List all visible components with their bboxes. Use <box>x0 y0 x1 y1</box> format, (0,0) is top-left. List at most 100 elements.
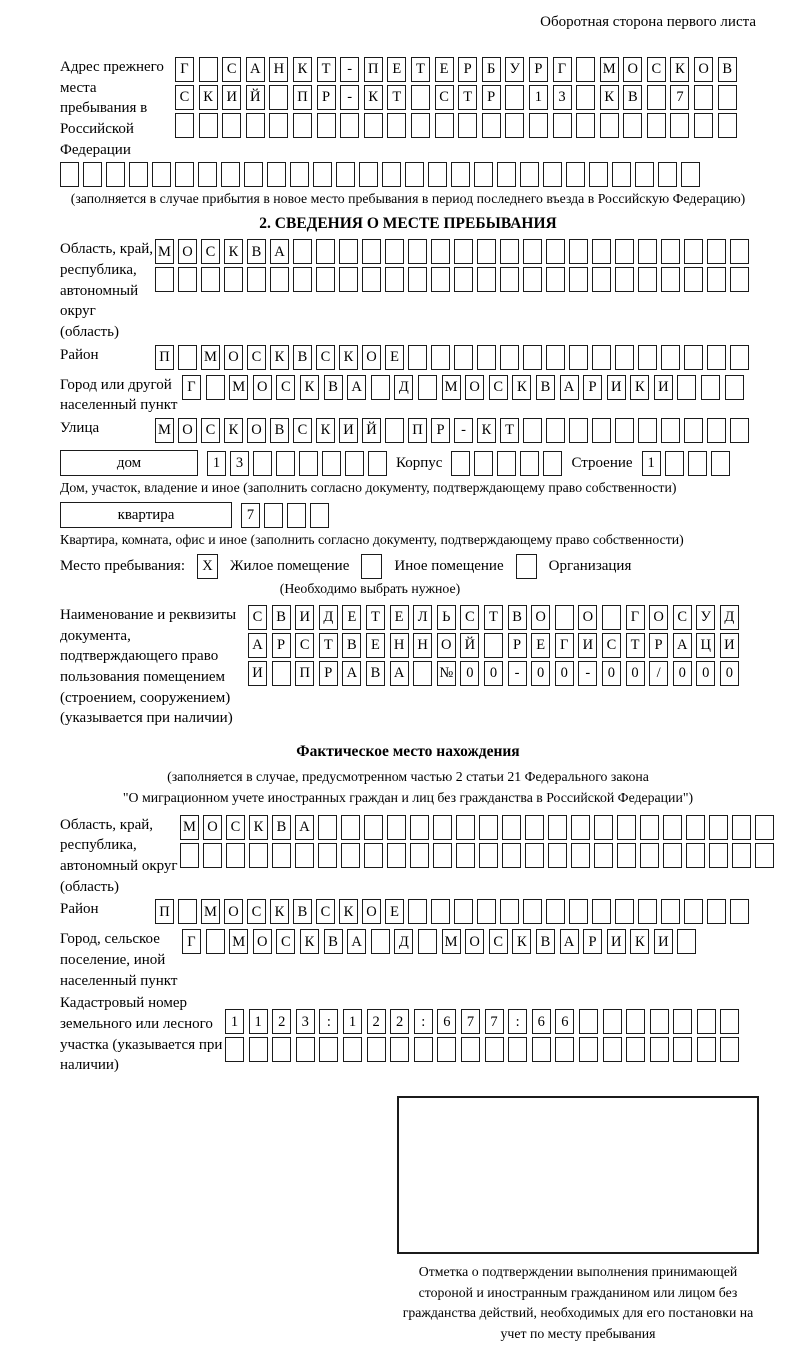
char-cell[interactable] <box>684 239 703 265</box>
char-cell[interactable] <box>129 162 148 188</box>
char-cell[interactable] <box>649 1009 669 1035</box>
char-cell[interactable]: - <box>454 418 473 444</box>
char-cell[interactable] <box>433 842 452 868</box>
char-cell[interactable]: Р <box>481 85 501 110</box>
char-cell[interactable]: П <box>155 344 174 370</box>
char-cell[interactable] <box>548 842 567 868</box>
char-cell[interactable] <box>410 85 430 110</box>
char-cell[interactable] <box>684 418 703 444</box>
char-cell[interactable]: С <box>295 633 315 659</box>
char-cell[interactable]: О <box>203 814 222 840</box>
char-cell[interactable]: Л <box>413 605 433 631</box>
char-cell[interactable]: 0 <box>460 661 480 687</box>
char-cell[interactable]: А <box>559 929 579 955</box>
char-cell[interactable]: С <box>248 605 267 631</box>
char-cell[interactable] <box>615 344 634 370</box>
char-cell[interactable] <box>686 842 705 868</box>
char-cell[interactable] <box>684 344 703 370</box>
char-cell[interactable]: Ц <box>696 633 716 659</box>
char-cell[interactable] <box>408 344 427 370</box>
char-cell[interactable]: О <box>531 605 551 631</box>
char-cell[interactable]: Р <box>583 929 603 955</box>
char-cell[interactable] <box>528 113 548 138</box>
char-cell[interactable] <box>500 267 519 293</box>
char-cell[interactable] <box>732 814 751 840</box>
char-cell[interactable] <box>615 239 634 265</box>
char-cell[interactable]: Р <box>318 661 338 687</box>
char-cell[interactable]: С <box>293 418 312 444</box>
char-cell[interactable]: 2 <box>366 1009 386 1035</box>
char-cell[interactable]: К <box>224 239 243 265</box>
char-cell[interactable]: Й <box>460 633 480 659</box>
char-cell[interactable] <box>724 374 744 400</box>
char-cell[interactable]: Е <box>389 605 409 631</box>
char-cell[interactable] <box>224 267 243 293</box>
char-cell[interactable] <box>592 418 611 444</box>
char-cell[interactable] <box>272 1037 292 1063</box>
char-cell[interactable]: И <box>653 374 673 400</box>
char-cell[interactable] <box>382 162 401 188</box>
char-cell[interactable]: К <box>249 814 268 840</box>
char-cell[interactable]: И <box>578 633 598 659</box>
char-cell[interactable] <box>456 814 475 840</box>
char-cell[interactable] <box>602 1037 622 1063</box>
char-cell[interactable] <box>364 842 383 868</box>
char-cell[interactable]: А <box>295 814 314 840</box>
char-cell[interactable] <box>316 239 335 265</box>
char-cell[interactable]: В <box>323 374 343 400</box>
char-cell[interactable]: К <box>299 374 319 400</box>
char-cell[interactable] <box>578 1037 598 1063</box>
char-cell[interactable]: И <box>653 929 673 955</box>
char-cell[interactable]: О <box>252 929 272 955</box>
char-cell[interactable]: / <box>649 661 669 687</box>
char-cell[interactable] <box>454 267 473 293</box>
char-cell[interactable] <box>198 57 218 82</box>
char-cell[interactable]: У <box>505 57 525 82</box>
char-cell[interactable] <box>364 814 383 840</box>
char-cell[interactable] <box>152 162 171 188</box>
char-cell[interactable] <box>201 267 220 293</box>
char-cell[interactable] <box>569 267 588 293</box>
char-cell[interactable]: К <box>339 344 358 370</box>
char-cell[interactable] <box>247 267 266 293</box>
char-cell[interactable] <box>658 162 677 188</box>
char-cell[interactable] <box>437 1037 457 1063</box>
char-cell[interactable]: 6 <box>555 1009 575 1035</box>
char-cell[interactable]: Д <box>394 929 414 955</box>
char-cell[interactable] <box>318 842 337 868</box>
char-cell[interactable] <box>370 929 390 955</box>
checkbox-inoe[interactable] <box>361 554 383 580</box>
char-cell[interactable]: А <box>559 374 579 400</box>
char-cell[interactable]: Р <box>507 633 527 659</box>
char-cell[interactable]: С <box>316 344 335 370</box>
char-cell[interactable]: О <box>694 57 714 82</box>
char-cell[interactable] <box>694 85 714 110</box>
char-cell[interactable] <box>638 344 657 370</box>
char-cell[interactable]: 1 <box>225 1009 244 1035</box>
char-cell[interactable]: - <box>507 661 527 687</box>
char-cell[interactable] <box>413 1037 433 1063</box>
char-cell[interactable] <box>460 1037 480 1063</box>
char-cell[interactable] <box>481 113 501 138</box>
char-cell[interactable]: П <box>295 661 315 687</box>
char-cell[interactable] <box>663 842 682 868</box>
char-cell[interactable] <box>730 418 749 444</box>
char-cell[interactable]: К <box>270 899 289 925</box>
char-cell[interactable] <box>203 842 222 868</box>
char-cell[interactable]: О <box>178 239 197 265</box>
char-cell[interactable]: Е <box>385 344 404 370</box>
char-cell[interactable]: К <box>512 929 532 955</box>
char-cell[interactable] <box>617 842 636 868</box>
char-cell[interactable] <box>454 239 473 265</box>
char-cell[interactable] <box>272 842 291 868</box>
char-cell[interactable] <box>525 842 544 868</box>
char-cell[interactable] <box>454 899 473 925</box>
char-cell[interactable] <box>720 1037 740 1063</box>
char-cell[interactable]: : <box>413 1009 433 1035</box>
char-cell[interactable] <box>707 344 726 370</box>
char-cell[interactable]: С <box>222 57 242 82</box>
char-cell[interactable]: О <box>224 344 243 370</box>
char-cell[interactable] <box>408 899 427 925</box>
char-cell[interactable]: : <box>319 1009 339 1035</box>
char-cell[interactable]: Т <box>365 605 385 631</box>
